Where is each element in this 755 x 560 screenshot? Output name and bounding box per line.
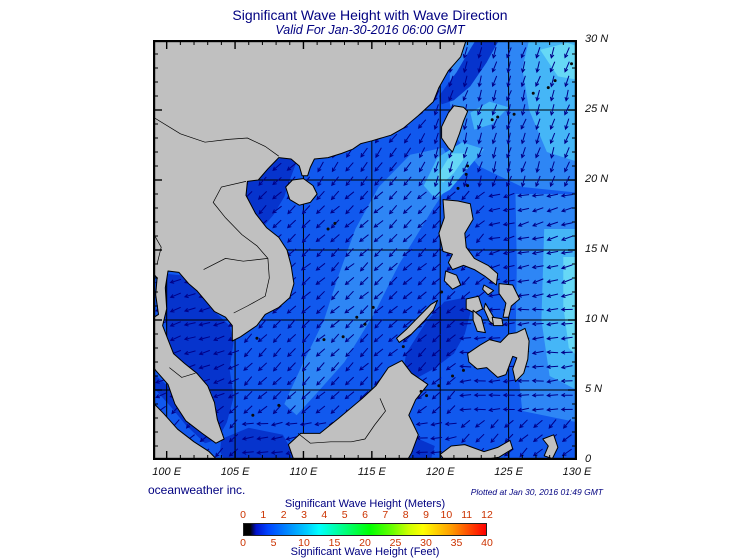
lon-tick-label: 125 E (494, 466, 523, 478)
colorbar-tick-label: 7 (382, 509, 389, 521)
oceanweather-credit: oceanweather inc. (148, 483, 246, 497)
landmass-taiwan (441, 105, 469, 153)
landmass-luzon (438, 199, 499, 286)
lon-tick-label: 105 E (220, 466, 250, 478)
landmass-panay (465, 295, 484, 314)
colorbar-tick-label: 0 (240, 537, 246, 549)
landmass-mindoro (443, 270, 462, 290)
land-layer (147, 39, 559, 464)
lon-tick-label: 110 E (289, 466, 318, 478)
lon-tick-label: 115 E (357, 466, 386, 478)
landmass-borneo (287, 360, 429, 461)
lon-tick-label: 130 E (562, 466, 592, 478)
colorbar-tick-label: 2 (280, 509, 287, 521)
lat-tick-label: 5 N (585, 383, 603, 395)
lon-tick-label: 100 E (152, 466, 182, 478)
landmass-hainan (285, 178, 318, 206)
colorbar-title-meters: Significant Wave Height (Meters) (284, 498, 446, 510)
page-title: Significant Wave Height with Wave Direct… (232, 7, 508, 23)
lat-tick-label: 20 N (585, 173, 609, 185)
colorbar-tick-label: 11 (461, 509, 473, 521)
landmass-masbate (482, 284, 495, 296)
landmass-samar-leyte (498, 283, 521, 318)
colorbar-tick-label: 35 (450, 537, 463, 549)
colorbar-tick-label: 10 (440, 509, 453, 521)
colorbar-title-feet: Significant Wave Height (Feet) (290, 546, 440, 558)
colorbar-tick-label: 1 (260, 509, 267, 521)
colorbar-tick-label: 25 (389, 537, 402, 549)
colorbar-tick-label: 0 (240, 509, 246, 521)
map-frame (152, 39, 578, 461)
landmass-mindanao (467, 327, 530, 383)
colorbar-tick-label: 3 (301, 509, 307, 521)
lat-tick-label: 25 N (585, 103, 609, 115)
colorbar-tick-label: 20 (359, 537, 371, 549)
colorbar-tick-label: 4 (321, 509, 328, 521)
valid-time-subtitle: Valid For Jan-30-2016 06:00 GMT (275, 23, 465, 37)
landmass-bohol (491, 316, 504, 327)
island-dots (251, 62, 574, 417)
colorbar-tick-label: 10 (298, 537, 310, 549)
plotted-timestamp: Plotted at Jan 30, 2016 01:49 GMT (470, 487, 603, 497)
colorbar-tick-label: 40 (481, 537, 493, 549)
colorbar-tick-label: 9 (423, 509, 429, 521)
map-area (147, 39, 591, 464)
colorbar-tick-label: 6 (362, 509, 368, 521)
landmass-negros (472, 309, 486, 334)
colorbar-tick-label: 15 (328, 537, 341, 549)
colorbar-tick-label: 5 (270, 537, 277, 549)
lat-tick-label: 30 N (585, 33, 609, 45)
map-svg (147, 39, 591, 464)
lat-tick-label: 10 N (585, 313, 609, 325)
landmass-palawan (396, 299, 438, 343)
colorbar-tick-label: 8 (402, 509, 409, 521)
wave-height-colorbar (243, 523, 487, 536)
country-borders (151, 116, 386, 444)
lat-tick-label: 15 N (585, 243, 609, 255)
colorbar-tick-label: 5 (341, 509, 348, 521)
colorbar-tick-label: 30 (420, 537, 432, 549)
lat-tick-label: 0 (585, 453, 592, 465)
lon-tick-label: 120 E (425, 466, 455, 478)
landmass-mainland-asia (147, 39, 467, 444)
colorbar-tick-label: 12 (481, 509, 493, 521)
